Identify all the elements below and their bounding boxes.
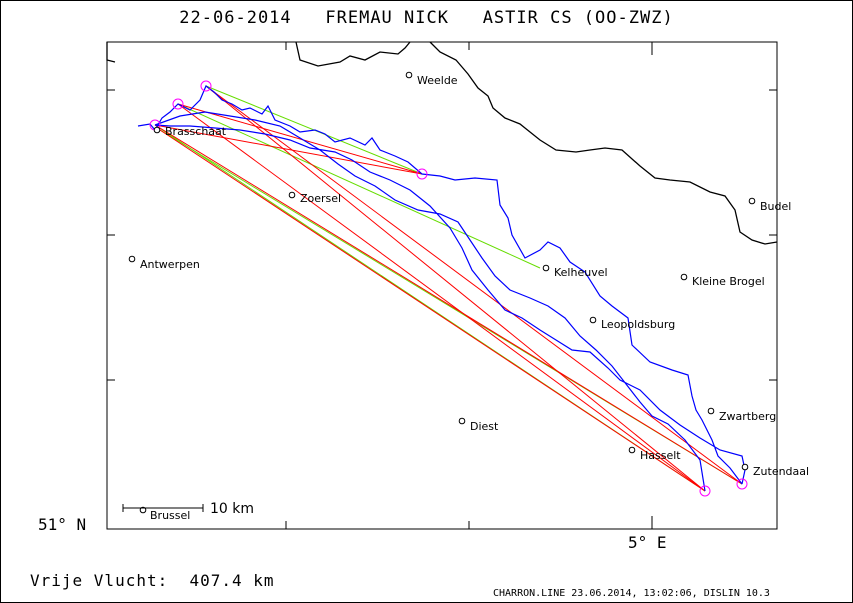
place-label-budel: Budel bbox=[760, 200, 791, 213]
turnpoint-marker bbox=[416, 168, 428, 180]
place-dot-kleine-brogel bbox=[680, 273, 688, 281]
place-dot-diest bbox=[458, 417, 466, 425]
footer-info: CHARRON.LINE 23.06.2014, 13:02:06, DISLI… bbox=[493, 588, 770, 599]
turnpoint-marker bbox=[200, 80, 212, 92]
axis-ticks bbox=[107, 42, 777, 529]
leg-line bbox=[205, 85, 743, 485]
place-label-zutendaal: Zutendaal bbox=[753, 465, 809, 478]
leg-line bbox=[177, 103, 706, 492]
place-label-brussel: Brussel bbox=[150, 509, 190, 522]
turnpoints bbox=[149, 80, 748, 497]
flight-distance-line: Vrije Vlucht: 407.4 km bbox=[30, 571, 275, 590]
place-label-brasschaat: Brasschaat bbox=[165, 125, 227, 138]
place-dot-kelheuvel bbox=[542, 264, 550, 272]
lon-axis-label: 5° E bbox=[628, 533, 667, 552]
title-date: 22-06-2014 bbox=[179, 8, 292, 28]
place-dot-brasschaat bbox=[153, 126, 161, 134]
place-label-hasselt: Hasselt bbox=[640, 449, 681, 462]
place-label-diest: Diest bbox=[470, 420, 499, 433]
place-dot-weelde bbox=[405, 71, 413, 79]
legs-optimized bbox=[154, 85, 743, 492]
turnpoint-marker bbox=[736, 478, 748, 490]
place-label-antwerpen: Antwerpen bbox=[140, 258, 200, 271]
flight-track bbox=[137, 85, 746, 492]
place-label-kelheuvel: Kelheuvel bbox=[554, 266, 608, 279]
place-dot-zwartberg bbox=[707, 407, 715, 415]
leg-line bbox=[154, 124, 423, 175]
title-glider: ASTIR CS (OO-ZWZ) bbox=[482, 8, 674, 28]
place-dot-antwerpen bbox=[128, 255, 136, 263]
place-label-kleine-brogel: Kleine Brogel bbox=[692, 275, 765, 288]
scale-label: 10 km bbox=[210, 501, 254, 517]
place-dot-zoersel bbox=[288, 191, 296, 199]
turnpoint-marker bbox=[699, 485, 711, 497]
place-label-zoersel: Zoersel bbox=[300, 192, 341, 205]
place-label-zwartberg: Zwartberg bbox=[719, 410, 776, 423]
country-border bbox=[106, 41, 778, 245]
place-markers bbox=[128, 71, 756, 514]
place-dot-budel bbox=[748, 197, 756, 205]
place-labels: Weelde Brasschaat Zoersel Budel Antwerpe… bbox=[140, 74, 809, 522]
title-pilot: FREMAU NICK bbox=[325, 8, 449, 28]
flight-label: Vrije Vlucht: bbox=[30, 571, 169, 590]
lat-axis-label: 51° N bbox=[38, 515, 87, 534]
turnpoint-marker bbox=[172, 98, 184, 110]
map-border bbox=[106, 41, 778, 530]
place-dot-zutendaal bbox=[741, 463, 749, 471]
leg-line bbox=[177, 103, 423, 175]
leg-line bbox=[177, 103, 541, 269]
place-dot-brussel bbox=[139, 506, 147, 514]
plot-title: 22-06-2014 FREMAU NICK ASTIR CS (OO-ZWZ) bbox=[0, 8, 853, 28]
scale-bar bbox=[122, 504, 204, 512]
place-label-weelde: Weelde bbox=[417, 74, 458, 87]
flight-distance: 407.4 km bbox=[189, 571, 275, 590]
place-dot-hasselt bbox=[628, 446, 636, 454]
leg-line bbox=[154, 124, 743, 485]
place-dot-leopoldsburg bbox=[589, 316, 597, 324]
place-label-leopoldsburg: Leopoldsburg bbox=[601, 318, 675, 331]
leg-line bbox=[205, 85, 706, 492]
leg-line bbox=[159, 129, 706, 492]
